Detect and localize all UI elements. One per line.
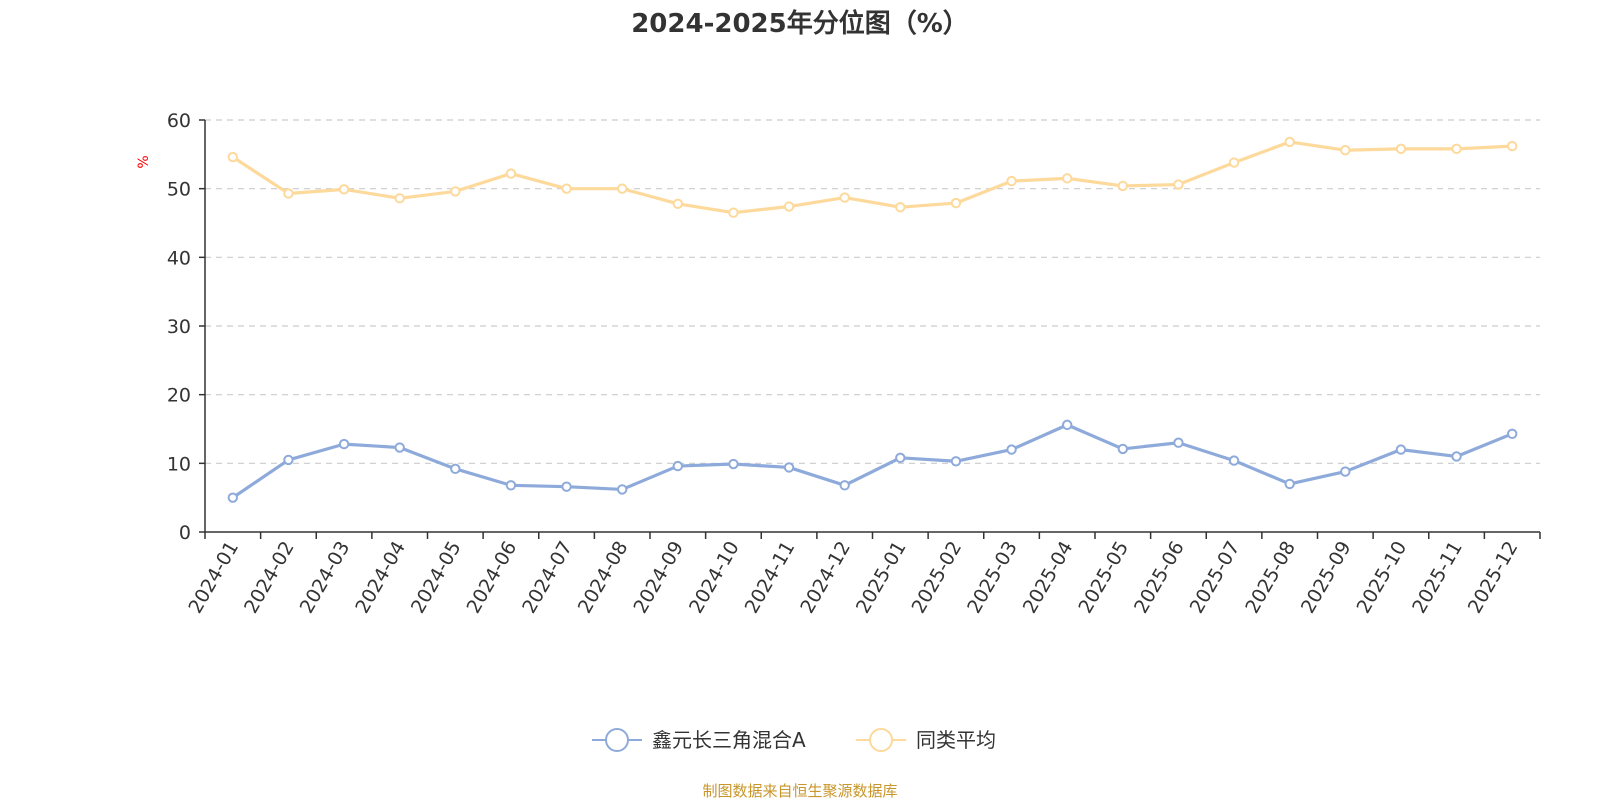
- data-point: [616, 484, 628, 495]
- data-point: [283, 188, 294, 199]
- x-tick-label: 2024-02: [240, 538, 299, 618]
- data-point: [1006, 175, 1017, 187]
- data-point: [1006, 444, 1017, 455]
- x-tick-label: 2025-03: [963, 538, 1022, 618]
- x-tick-label: 2024-01: [184, 538, 243, 618]
- data-point: [950, 197, 962, 209]
- data-point: [783, 201, 795, 212]
- data-point: [783, 462, 795, 473]
- data-point: [1284, 478, 1295, 490]
- x-tick-label: 2025-04: [1019, 538, 1078, 618]
- x-tick-label: 2025-01: [852, 538, 911, 618]
- y-tick-label: 60: [167, 110, 191, 132]
- data-point: [561, 183, 572, 194]
- x-tick-label: 2025-11: [1408, 538, 1467, 618]
- x-tick-label: 2024-06: [463, 538, 522, 618]
- data-point: [1451, 451, 1462, 462]
- legend-item-0[interactable]: 鑫元长三角混合A: [592, 728, 806, 752]
- y-axis-label: %: [136, 155, 152, 168]
- data-point: [561, 481, 572, 492]
- legend-marker-icon: [605, 728, 629, 752]
- x-tick-label: 2025-08: [1241, 538, 1300, 618]
- data-point: [1228, 157, 1240, 168]
- x-tick-label: 2025-05: [1074, 538, 1133, 618]
- data-point: [672, 460, 684, 472]
- data-point: [1395, 444, 1407, 455]
- data-point: [283, 454, 294, 466]
- x-tick-label: 2025-07: [1186, 538, 1245, 618]
- x-tick-label: 2024-10: [685, 538, 744, 618]
- data-point: [616, 183, 628, 194]
- data-point: [672, 198, 684, 209]
- data-point: [1061, 419, 1073, 431]
- data-point: [450, 186, 461, 197]
- x-tick-label: 2025-12: [1464, 538, 1523, 618]
- series-line: [231, 140, 1513, 215]
- data-point: [895, 202, 906, 213]
- x-tick-label: 2025-10: [1353, 538, 1412, 618]
- data-point: [1117, 180, 1129, 192]
- data-point: [1173, 179, 1184, 190]
- x-tick-label: 2024-07: [518, 538, 577, 618]
- data-point: [1228, 455, 1240, 466]
- data-point: [839, 480, 850, 491]
- data-point: [1506, 428, 1518, 440]
- legend-label: 同类平均: [916, 728, 996, 752]
- source-note: 制图数据来自恒生聚源数据库: [702, 782, 897, 800]
- x-tick-label: 2024-03: [296, 538, 355, 618]
- x-tick-label: 2024-08: [574, 538, 633, 618]
- y-tick-label: 20: [167, 385, 191, 407]
- y-tick-labels: 0 10 20 30 40 50 60: [167, 110, 191, 544]
- y-tick-label: 10: [167, 453, 191, 475]
- data-point: [1506, 140, 1518, 152]
- data-point: [227, 151, 239, 163]
- data-point: [1451, 143, 1462, 155]
- chart-title: 2024-2025年分位图（%）: [631, 8, 969, 39]
- series-line: [231, 423, 1513, 499]
- y-tick-label: 30: [167, 316, 191, 338]
- data-point: [450, 463, 461, 475]
- x-tick-label: 2024-12: [796, 538, 855, 618]
- series-0: [227, 419, 1518, 503]
- x-tick-label: 2025-02: [908, 538, 967, 618]
- data-point: [1061, 173, 1073, 184]
- y-tick-label: 0: [179, 522, 191, 544]
- data-point: [338, 438, 350, 450]
- data-point: [338, 184, 350, 195]
- data-point: [728, 458, 739, 470]
- legend-item-1[interactable]: 同类平均: [856, 728, 996, 752]
- data-point: [394, 193, 405, 204]
- data-point: [950, 456, 962, 467]
- series-1: [227, 136, 1518, 218]
- data-point: [839, 192, 850, 203]
- series-group: [227, 136, 1518, 503]
- data-point: [227, 492, 239, 503]
- data-point: [505, 480, 517, 491]
- x-tick-labels: 2024-012024-022024-032024-042024-052024-…: [184, 538, 1522, 618]
- data-point: [895, 452, 906, 464]
- x-tick-label: 2025-06: [1130, 538, 1189, 618]
- grid-lines: [199, 119, 1540, 533]
- legend[interactable]: 鑫元长三角混合A 同类平均: [592, 728, 996, 752]
- y-tick-label: 50: [167, 179, 191, 201]
- x-tick-label: 2024-04: [351, 538, 410, 618]
- data-point: [1340, 466, 1351, 477]
- data-point: [1395, 143, 1407, 155]
- x-tick-label: 2024-05: [407, 538, 466, 618]
- data-point: [505, 168, 517, 179]
- legend-marker-icon: [869, 728, 893, 752]
- data-point: [1117, 443, 1129, 455]
- data-point: [1340, 145, 1351, 156]
- data-point: [1284, 136, 1295, 148]
- x-tick-label: 2025-09: [1297, 538, 1356, 618]
- y-tick-label: 40: [167, 247, 191, 269]
- x-tick-label: 2024-11: [741, 538, 800, 618]
- data-point: [1173, 437, 1184, 448]
- axes: [204, 120, 1541, 539]
- legend-label: 鑫元长三角混合A: [652, 728, 806, 752]
- x-tick-label: 2024-09: [629, 538, 688, 618]
- data-point: [728, 207, 739, 218]
- data-point: [394, 442, 405, 453]
